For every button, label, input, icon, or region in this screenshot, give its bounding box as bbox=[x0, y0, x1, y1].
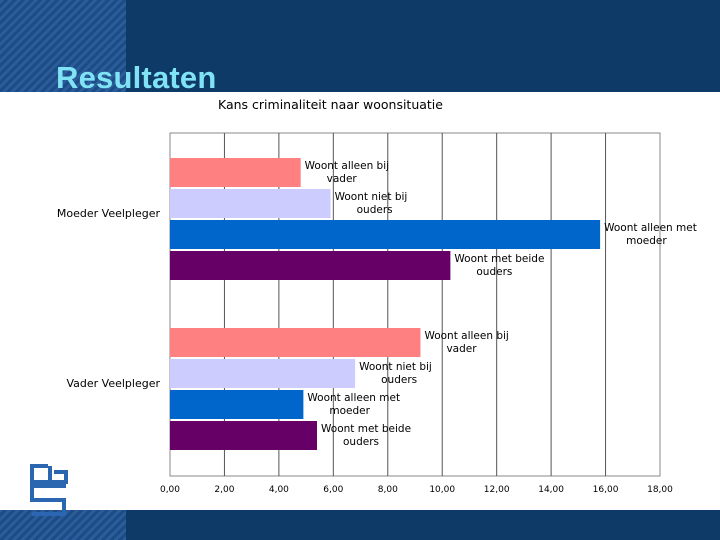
x-tick-label: 10,00 bbox=[429, 485, 455, 495]
bar-label-line: Woont met beide bbox=[321, 423, 411, 435]
bar-data-label: Woont alleen met moeder bbox=[604, 222, 697, 247]
bar bbox=[170, 359, 356, 388]
bar-label-line: moeder bbox=[329, 405, 370, 417]
bar-label-line: Woont met beide bbox=[454, 253, 544, 265]
bar-data-label: Woont niet bij ouders bbox=[359, 361, 432, 386]
x-tick-label: 6,00 bbox=[323, 485, 343, 495]
bar-label-line: moeder bbox=[626, 235, 667, 247]
bar bbox=[170, 328, 421, 357]
bar-data-label: Woont niet bij ouders bbox=[335, 191, 408, 216]
bar-label-line: Woont alleen bij bbox=[424, 330, 508, 342]
bar-label-line: Woont alleen met bbox=[307, 392, 400, 404]
chart-title: Kans criminaliteit naar woonsituatie bbox=[218, 97, 443, 112]
x-tick-label: 0,00 bbox=[160, 485, 180, 495]
bar-label-line: Woont alleen bij bbox=[305, 160, 389, 172]
bar-data-label: Woont met beide ouders bbox=[454, 253, 544, 278]
bar-label-line: Woont niet bij bbox=[359, 361, 432, 373]
bar bbox=[170, 158, 301, 187]
bar bbox=[170, 251, 451, 280]
bar-label-line: vader bbox=[327, 173, 358, 185]
x-tick-label: 16,00 bbox=[593, 485, 619, 495]
x-tick-label: 18,00 bbox=[647, 485, 673, 495]
bar-label-line: vader bbox=[446, 343, 477, 355]
bar bbox=[170, 421, 317, 450]
x-tick-label: 12,00 bbox=[484, 485, 510, 495]
bar-data-label: Woont alleen bij vader bbox=[424, 330, 508, 355]
bar-label-line: ouders bbox=[381, 374, 417, 386]
category-label: Moeder Veelpleger bbox=[57, 207, 161, 220]
category-label: Vader Veelpleger bbox=[66, 377, 160, 390]
x-tick-label: 8,00 bbox=[378, 485, 398, 495]
x-tick-label: 2,00 bbox=[214, 485, 234, 495]
bar-data-label: Woont met beide ouders bbox=[321, 423, 411, 448]
bar bbox=[170, 220, 601, 249]
bar-label-line: ouders bbox=[343, 436, 379, 448]
x-tick-label: 4,00 bbox=[269, 485, 289, 495]
cbs-logo-icon bbox=[30, 464, 68, 516]
bar-label-line: ouders bbox=[357, 204, 393, 216]
bar-label-line: Woont niet bij bbox=[335, 191, 408, 203]
bar-data-label: Woont alleen met moeder bbox=[307, 392, 400, 417]
bar bbox=[170, 390, 304, 419]
x-tick-label: 14,00 bbox=[538, 485, 564, 495]
bar bbox=[170, 189, 331, 218]
bar-label-line: ouders bbox=[476, 266, 512, 278]
slide-title: Resultaten bbox=[56, 60, 217, 95]
bar-data-label: Woont alleen bij vader bbox=[305, 160, 389, 185]
bar-label-line: Woont alleen met bbox=[604, 222, 697, 234]
